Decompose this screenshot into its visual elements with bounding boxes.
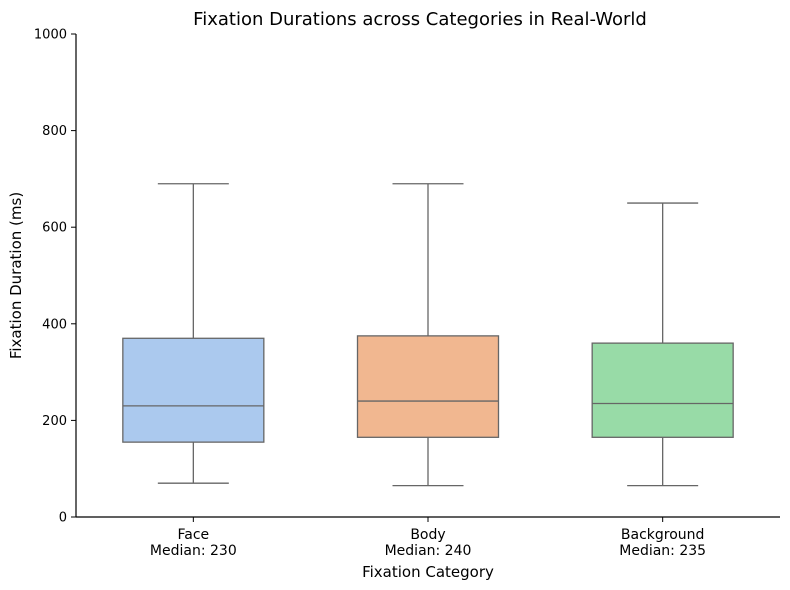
y-tick-label: 1000 xyxy=(34,28,67,43)
box-body xyxy=(356,335,500,438)
chart-title: Fixation Durations across Categories in … xyxy=(193,9,647,30)
y-tick-label: 200 xyxy=(42,414,67,429)
y-tick-label: 600 xyxy=(42,221,67,236)
x-tick-median-label: Median: 230 xyxy=(150,543,237,559)
box-face xyxy=(122,337,265,443)
box-background xyxy=(591,342,734,438)
y-tick-label: 0 xyxy=(59,511,67,526)
x-tick-label: Body xyxy=(410,527,445,543)
x-tick-label: Background xyxy=(621,527,705,543)
y-tick-label: 800 xyxy=(42,124,67,139)
x-tick-median-label: Median: 240 xyxy=(385,543,472,559)
x-axis-title: Fixation Category xyxy=(362,563,494,581)
y-tick-label: 400 xyxy=(42,317,67,332)
y-axis-title: Fixation Duration (ms) xyxy=(7,192,25,359)
x-tick-label: Face xyxy=(177,527,209,543)
x-tick-median-label: Median: 235 xyxy=(619,543,706,559)
